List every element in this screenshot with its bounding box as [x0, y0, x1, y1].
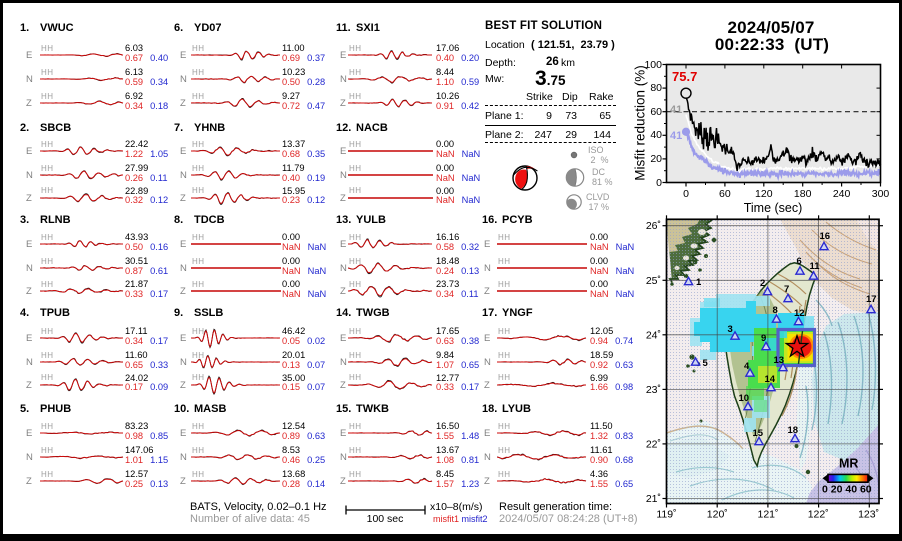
svg-text:18: 18 [788, 425, 799, 436]
svg-text:14: 14 [765, 374, 776, 385]
svg-text:12: 12 [794, 308, 805, 319]
svg-text:26˚: 26˚ [646, 220, 661, 232]
svg-text:8: 8 [773, 305, 778, 316]
svg-text:0 20 40 60: 0 20 40 60 [822, 484, 872, 496]
svg-text:24˚: 24˚ [646, 329, 661, 341]
svg-text:21˚: 21˚ [646, 493, 661, 505]
svg-text:120˚: 120˚ [707, 509, 728, 521]
svg-text:9: 9 [761, 333, 766, 344]
svg-text:MR: MR [839, 457, 858, 471]
svg-text:23˚: 23˚ [646, 384, 661, 396]
svg-text:10: 10 [739, 393, 750, 404]
svg-text:1: 1 [696, 277, 702, 288]
svg-text:4: 4 [744, 361, 750, 372]
svg-text:11: 11 [810, 261, 821, 272]
svg-text:25˚: 25˚ [646, 275, 661, 287]
svg-text:17: 17 [866, 294, 877, 305]
svg-text:6: 6 [797, 256, 802, 267]
svg-text:119˚: 119˚ [656, 509, 676, 521]
svg-text:3: 3 [728, 324, 733, 335]
svg-text:2: 2 [760, 278, 765, 289]
svg-text:122˚: 122˚ [808, 509, 829, 521]
svg-text:15: 15 [753, 428, 764, 439]
svg-text:7: 7 [784, 284, 789, 295]
svg-text:16: 16 [820, 231, 831, 242]
svg-text:13: 13 [774, 355, 785, 366]
svg-text:121˚: 121˚ [757, 509, 778, 521]
svg-text:22˚: 22˚ [646, 439, 661, 451]
svg-text:5: 5 [703, 358, 709, 369]
svg-text:123˚: 123˚ [858, 509, 879, 521]
